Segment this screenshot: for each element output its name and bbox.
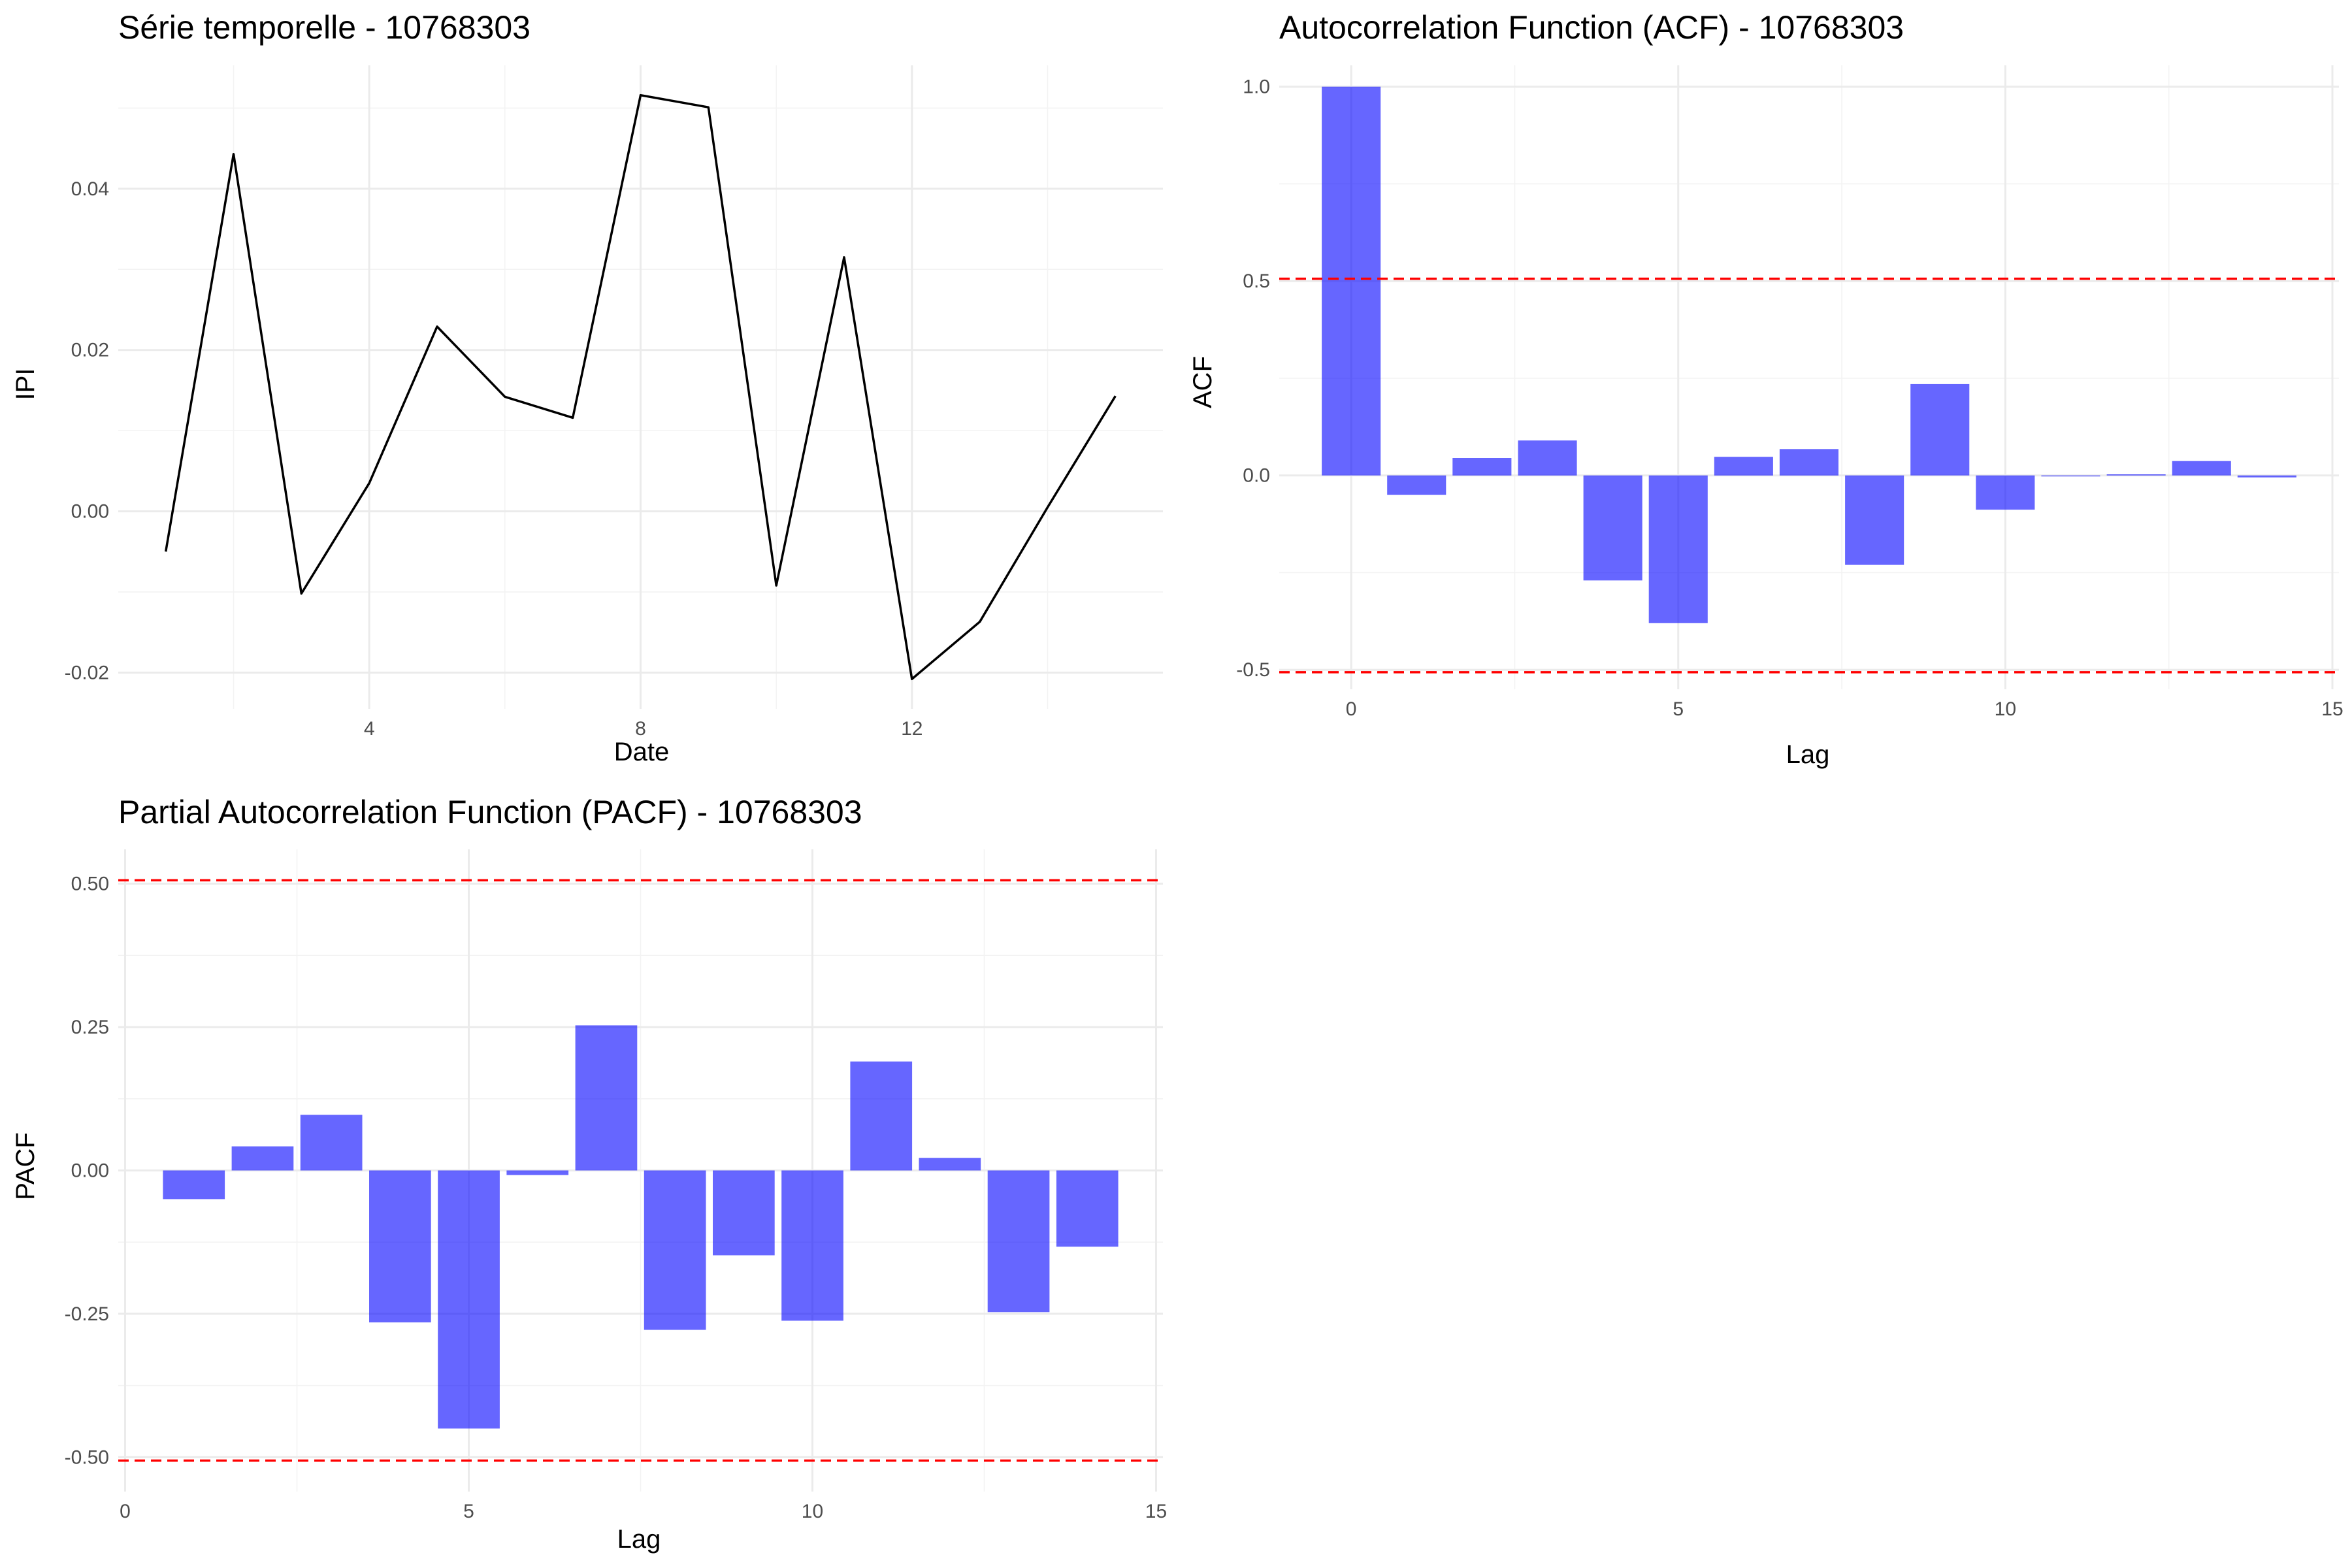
x-tick-label: 15: [2321, 698, 2343, 720]
pacf-chart: Partial Autocorrelation Function (PACF) …: [11, 794, 1167, 1554]
bar-lag-6: [506, 1170, 569, 1175]
y-tick-label: 0.00: [71, 501, 109, 523]
bar-lag-5: [438, 1170, 500, 1429]
y-tick-label: 0.0: [1243, 465, 1270, 487]
bar-lag-10: [781, 1170, 843, 1321]
y-tick-label: 0.04: [71, 178, 109, 200]
bar-lag-3: [1518, 440, 1577, 476]
y-tick-label: -0.50: [65, 1446, 109, 1468]
chart-title: Partial Autocorrelation Function (PACF) …: [118, 794, 862, 830]
bar-lag-6: [1714, 457, 1773, 476]
bar-lag-0: [1322, 86, 1381, 476]
x-tick-label: 10: [802, 1501, 823, 1522]
bar-lag-11: [2041, 475, 2100, 477]
x-axis-title: Date: [614, 738, 670, 766]
y-tick-label: -0.5: [1236, 659, 1270, 681]
bar-lag-9: [713, 1170, 775, 1256]
x-tick-label: 0: [120, 1501, 131, 1522]
y-tick-label: 1.0: [1243, 76, 1270, 98]
y-axis-title: PACF: [11, 1132, 40, 1200]
acf-panel: Autocorrelation Function (ACF) - 1076830…: [1176, 0, 2352, 784]
bar-lag-8: [644, 1170, 706, 1330]
bar-lag-14: [2237, 475, 2296, 478]
bar-lag-9: [1910, 384, 1970, 476]
bar-lag-2: [231, 1146, 294, 1171]
plot-area: -0.5 0.0 0.5 1.0 0 5 10 15: [1236, 65, 2344, 720]
y-axis-title: IPI: [11, 368, 40, 400]
bar-lag-13: [987, 1170, 1050, 1313]
series-line: [164, 93, 1117, 681]
bar-lag-13: [2172, 461, 2231, 476]
bar-lag-14: [1056, 1170, 1119, 1247]
bar-lag-3: [300, 1115, 363, 1171]
bar-lag-2: [1452, 458, 1512, 476]
x-tick-label: 0: [1346, 698, 1357, 720]
time-series-panel: Série temporelle - 10768303 Date IPI -0.…: [0, 0, 1176, 784]
bar-lag-1: [1387, 475, 1446, 495]
y-tick-label: 0.02: [71, 340, 109, 361]
bar-lag-4: [369, 1170, 431, 1323]
bar-lag-12: [2106, 474, 2166, 476]
bar-lag-12: [919, 1158, 981, 1171]
x-axis-title: Lag: [617, 1525, 661, 1554]
chart-title: Autocorrelation Function (ACF) - 1076830…: [1279, 9, 1904, 46]
x-tick-label: 5: [1673, 698, 1684, 720]
x-tick-label: 8: [635, 718, 646, 740]
x-axis-title: Lag: [1786, 740, 1830, 769]
bar-lag-8: [1845, 475, 1904, 565]
y-tick-label: 0.00: [71, 1160, 109, 1182]
y-tick-label: 0.25: [71, 1017, 109, 1038]
plot-area: -0.02 0.00 0.02 0.04 4 8 12: [65, 65, 1163, 740]
x-tick-label: 4: [364, 718, 375, 740]
y-tick-label: 0.50: [71, 874, 109, 895]
bar-lag-4: [1583, 475, 1642, 581]
bar-lag-7: [1779, 449, 1838, 476]
x-tick-label: 12: [901, 718, 923, 740]
pacf-panel: Partial Autocorrelation Function (PACF) …: [0, 784, 1176, 1568]
bar-lag-7: [575, 1025, 638, 1171]
bar-lag-1: [163, 1170, 225, 1200]
chart-title: Série temporelle - 10768303: [118, 9, 531, 46]
bar-lag-10: [1976, 475, 2035, 510]
time-series-chart: Série temporelle - 10768303 Date IPI -0.…: [11, 9, 1163, 766]
x-tick-label: 10: [1995, 698, 2016, 720]
bar-lag-11: [850, 1061, 913, 1171]
bar-lag-5: [1648, 475, 1708, 623]
x-tick-label: 5: [463, 1501, 474, 1522]
y-tick-label: 0.5: [1243, 270, 1270, 292]
y-tick-label: -0.02: [65, 662, 109, 683]
y-axis-title: ACF: [1188, 356, 1217, 408]
y-tick-label: -0.25: [65, 1303, 109, 1325]
acf-chart: Autocorrelation Function (ACF) - 1076830…: [1188, 9, 2344, 769]
plot-area: -0.50 -0.25 0.00 0.25 0.50 0 5 10 15: [65, 849, 1167, 1522]
x-tick-label: 15: [1145, 1501, 1167, 1522]
